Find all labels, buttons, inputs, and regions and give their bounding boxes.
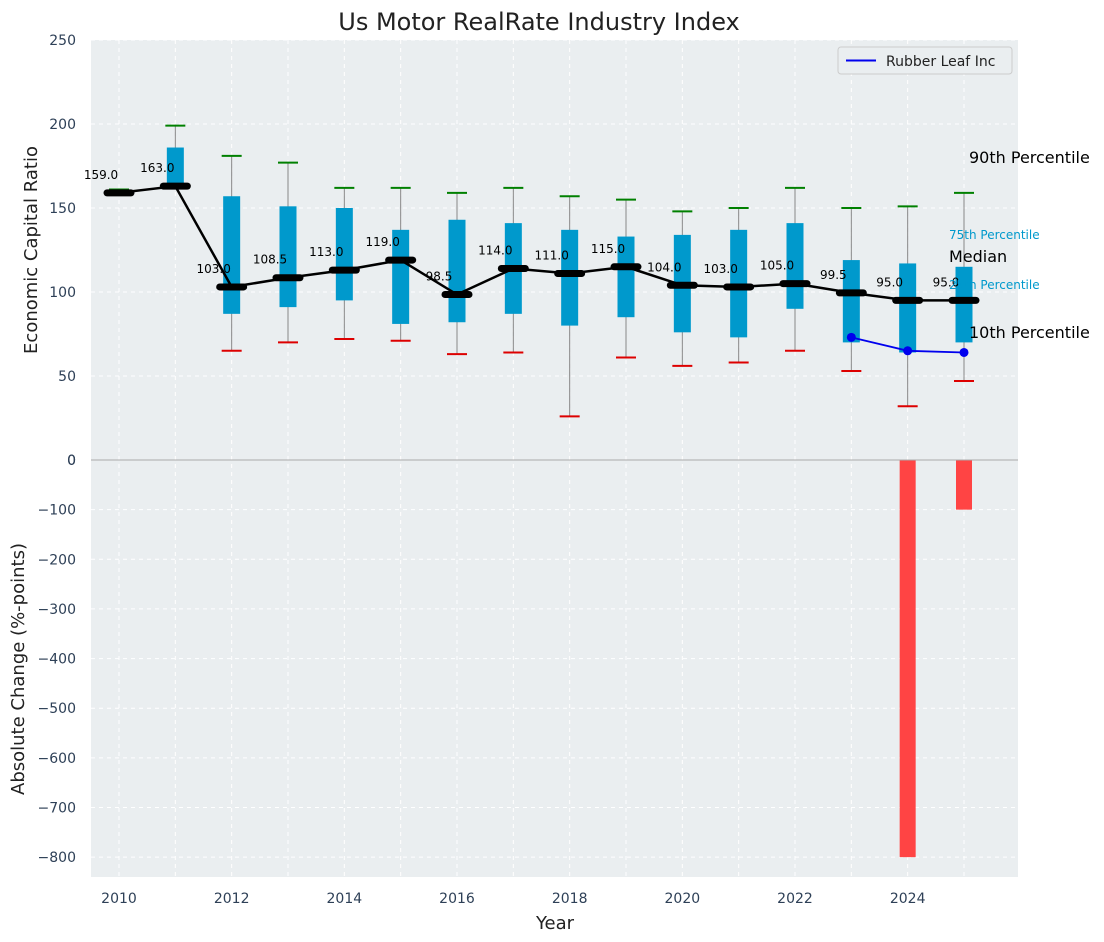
x-tick-label: 2020 <box>665 891 701 907</box>
annotation-10th-percentile: 10th Percentile <box>969 323 1090 342</box>
median-value-label: 98.5 <box>426 270 453 284</box>
median-value-label: 103.0 <box>196 262 230 276</box>
median-value-label: 104.0 <box>647 260 681 274</box>
bottom-y-tick-label: −400 <box>38 652 76 668</box>
bottom-y-tick-label: −200 <box>38 552 76 568</box>
x-tick-label: 2018 <box>552 891 588 907</box>
median-value-label: 99.5 <box>820 268 847 282</box>
x-tick-label: 2024 <box>890 891 926 907</box>
x-tick-label: 2010 <box>101 891 137 907</box>
x-tick-label: 2012 <box>214 891 250 907</box>
median-value-label: 108.5 <box>253 253 287 267</box>
change-bar <box>899 460 916 858</box>
median-value-label: 115.0 <box>591 242 625 256</box>
top-y-tick-label: 200 <box>49 117 76 133</box>
median-value-label: 103.0 <box>703 262 737 276</box>
bottom-y-tick-label: −600 <box>38 751 76 767</box>
marks: 159.0 163.0 103.0 108.5 113.0 119.0 98.5 114.0 1… <box>84 124 1090 858</box>
legend-entry-label: Rubber Leaf Inc <box>886 54 995 70</box>
iqr-box <box>561 229 579 326</box>
median-value-label: 105.0 <box>760 259 794 273</box>
annotation-90th-percentile: 90th Percentile <box>969 148 1090 167</box>
x-tick-label: 2016 <box>439 891 475 907</box>
top-y-tick-label: 150 <box>49 201 76 217</box>
bottom-y-tick-label: −100 <box>38 503 76 519</box>
iqr-box <box>899 263 917 353</box>
top-y-tick-label: 0 <box>67 453 76 469</box>
bottom-y-tick-label: −500 <box>38 701 76 717</box>
top-plot-area <box>91 40 1018 460</box>
iqr-box <box>335 208 353 301</box>
legend-box <box>837 46 1013 75</box>
median-value-label: 95.0 <box>876 275 903 289</box>
grid <box>91 39 1018 877</box>
x-tick-label: 2022 <box>777 891 813 907</box>
iqr-box <box>279 206 297 308</box>
median-value-label: 159.0 <box>84 168 118 182</box>
median-value-label: 113.0 <box>309 245 343 259</box>
median-value-label: 119.0 <box>365 235 399 249</box>
median-value-label: 111.0 <box>534 249 568 263</box>
series-point <box>959 347 969 357</box>
series-point <box>846 332 856 342</box>
top-y-axis-label: Economic Capital Ratio <box>21 146 42 354</box>
iqr-box <box>955 266 973 343</box>
median-line <box>118 184 964 302</box>
axes: 0501001502002500−100−200−300−400−500−600… <box>38 33 1018 907</box>
annotation-25th-percentile: 25th Percentile <box>949 278 1040 292</box>
chart-title: Us Motor RealRate Industry Index <box>338 8 740 36</box>
median-value-label: 95.0 <box>933 275 960 289</box>
bottom-y-tick-label: −300 <box>38 602 76 618</box>
series-point <box>903 346 913 356</box>
median-value-label: 163.0 <box>140 161 174 175</box>
annotation-median: Median <box>949 247 1007 266</box>
bottom-y-tick-label: 0 <box>67 453 76 469</box>
annotation-75th-percentile: 75th Percentile <box>949 228 1040 242</box>
legend: Rubber Leaf Inc <box>837 46 1013 75</box>
iqr-box <box>392 229 410 324</box>
top-y-tick-label: 100 <box>49 285 76 301</box>
change-bar <box>956 460 972 510</box>
bottom-plot-area <box>91 460 1018 877</box>
x-axis-label: Year <box>535 913 575 934</box>
iqr-box <box>617 236 635 318</box>
x-tick-label: 2014 <box>327 891 363 907</box>
bottom-y-tick-label: −800 <box>38 850 76 866</box>
bottom-y-tick-label: −700 <box>38 801 76 817</box>
iqr-box <box>223 196 241 314</box>
iqr-box <box>166 147 184 188</box>
iqr-box <box>842 260 860 343</box>
median-value-label: 114.0 <box>478 243 512 257</box>
top-y-tick-label: 50 <box>58 369 76 385</box>
top-y-tick-label: 250 <box>49 33 76 49</box>
bottom-y-axis-label: Absolute Change (%-points) <box>8 543 29 795</box>
iqr-box <box>786 223 804 309</box>
